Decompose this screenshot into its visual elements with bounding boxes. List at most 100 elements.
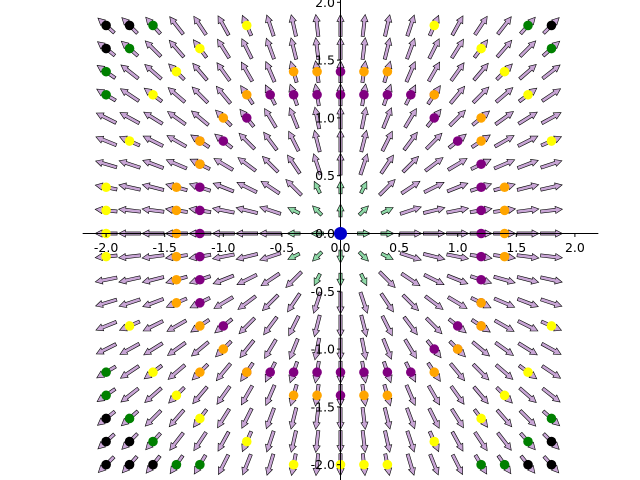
scatter-point-orange xyxy=(499,182,510,193)
quiver-arrow xyxy=(450,15,464,37)
quiver-arrow xyxy=(448,109,466,128)
quiver-arrow xyxy=(144,409,163,427)
quiver-arrow xyxy=(446,158,468,172)
quiver-arrow xyxy=(400,271,421,287)
quiver-arrow xyxy=(288,14,298,37)
scatter-point-orange xyxy=(359,390,369,401)
x-tick-label: -1.0 xyxy=(211,240,235,255)
quiver-arrow xyxy=(402,315,418,336)
scatter-point-black xyxy=(124,20,135,31)
quiver-arrow xyxy=(517,135,539,148)
quiver-arrow xyxy=(265,14,276,37)
quiver-arrow xyxy=(288,130,301,153)
origin-point-layer xyxy=(334,227,347,240)
quiver-arrow xyxy=(428,453,440,476)
quiver-arrow xyxy=(427,407,440,429)
y-tick-label: -0.5 xyxy=(311,284,335,299)
scatter-point-yellow xyxy=(359,459,369,470)
quiver-arrow xyxy=(471,362,490,381)
quiver-arrow xyxy=(360,406,369,431)
scatter-point-orange xyxy=(171,205,182,216)
scatter-point-orange xyxy=(499,205,510,216)
scatter-point-purple xyxy=(312,367,322,378)
scatter-point-green xyxy=(523,436,533,447)
quiver-arrow xyxy=(358,291,369,314)
quiver-arrow xyxy=(215,362,233,382)
scatter-point-orange xyxy=(312,390,322,401)
quiver-arrow xyxy=(541,386,561,403)
quiver-arrow xyxy=(265,430,276,453)
quiver-arrow xyxy=(424,316,443,335)
x-tick-label: 1.0 xyxy=(448,240,468,255)
quiver-arrow xyxy=(446,182,469,194)
quiver-arrow xyxy=(213,295,235,309)
scatter-point-orange xyxy=(195,136,205,146)
quiver-arrow xyxy=(241,407,254,429)
scatter-point-purple xyxy=(288,89,299,100)
scatter-point-orange xyxy=(171,251,182,262)
quiver-arrow xyxy=(312,153,323,176)
quiver-arrow xyxy=(401,155,420,174)
scatter-point-yellow xyxy=(288,459,299,470)
quiver-arrow xyxy=(380,251,394,260)
scatter-point-green xyxy=(195,459,205,470)
quiver-arrow xyxy=(360,13,369,37)
scatter-point-purple xyxy=(406,89,416,100)
quiver-arrow xyxy=(288,430,298,453)
scatter-point-purple xyxy=(312,89,322,100)
quiver-arrow xyxy=(540,341,562,355)
quiver-arrow xyxy=(381,107,393,130)
quiver-arrow xyxy=(144,63,163,81)
quiver-arrow xyxy=(94,297,118,308)
scatter-point-purple xyxy=(195,298,205,308)
quiver-arrow xyxy=(426,61,441,83)
scatter-point-green xyxy=(148,436,158,447)
quiver-arrow xyxy=(312,291,323,314)
scatter-point-green xyxy=(124,413,135,424)
scatter-point-purple xyxy=(265,367,275,378)
quiver-arrow xyxy=(495,39,513,59)
quiver-arrow xyxy=(381,337,393,360)
scatter-point-black xyxy=(101,413,111,424)
quiver-arrow xyxy=(217,430,231,452)
scatter-point-orange xyxy=(241,89,252,100)
quiver-arrow xyxy=(169,431,185,451)
quiver-arrow xyxy=(424,157,444,173)
scatter-point-yellow xyxy=(476,413,486,424)
quiver-arrow xyxy=(383,14,393,37)
quiver-arrow xyxy=(120,64,140,81)
scatter-point-purple xyxy=(265,89,275,100)
scatter-point-green xyxy=(476,459,486,470)
quiver-arrow xyxy=(359,314,369,338)
scatter-point-purple xyxy=(429,113,440,123)
quiver-arrow xyxy=(359,106,369,130)
quiver-arrow xyxy=(496,16,512,36)
quiver-arrow xyxy=(516,182,540,192)
quiver-arrow xyxy=(382,37,393,60)
quiver-arrow xyxy=(238,132,257,151)
x-tick-label: 1.5 xyxy=(506,240,526,255)
quiver-arrow xyxy=(265,453,276,476)
quiver-arrow xyxy=(312,453,321,477)
quiver-arrow xyxy=(380,207,394,216)
quiver-arrow xyxy=(471,340,491,357)
scatter-point-black xyxy=(101,436,111,447)
scatter-point-yellow xyxy=(195,413,205,424)
scatter-point-orange xyxy=(476,321,486,331)
quiver-arrow xyxy=(120,386,140,403)
scatter-point-orange xyxy=(195,321,205,331)
quiver-arrow xyxy=(261,155,280,174)
scatter-point-yellow xyxy=(499,66,510,77)
quiver-arrow xyxy=(473,15,488,36)
y-ticks: -2.0 -1.5 -1.0 -0.5 0.0 0.5 1.0 1.5 2.0 xyxy=(311,0,341,472)
origin-point xyxy=(334,227,347,240)
quiver-arrow xyxy=(540,275,563,285)
quiver-arrow xyxy=(427,38,440,60)
quiver-arrow xyxy=(518,409,537,427)
scatter-point-purple xyxy=(476,182,486,193)
scatter-point-orange xyxy=(288,66,299,77)
quiver-arrow xyxy=(312,205,324,217)
quiver-arrow xyxy=(264,384,277,407)
quiver-arrow xyxy=(399,205,422,216)
quiver-arrow xyxy=(518,63,537,81)
